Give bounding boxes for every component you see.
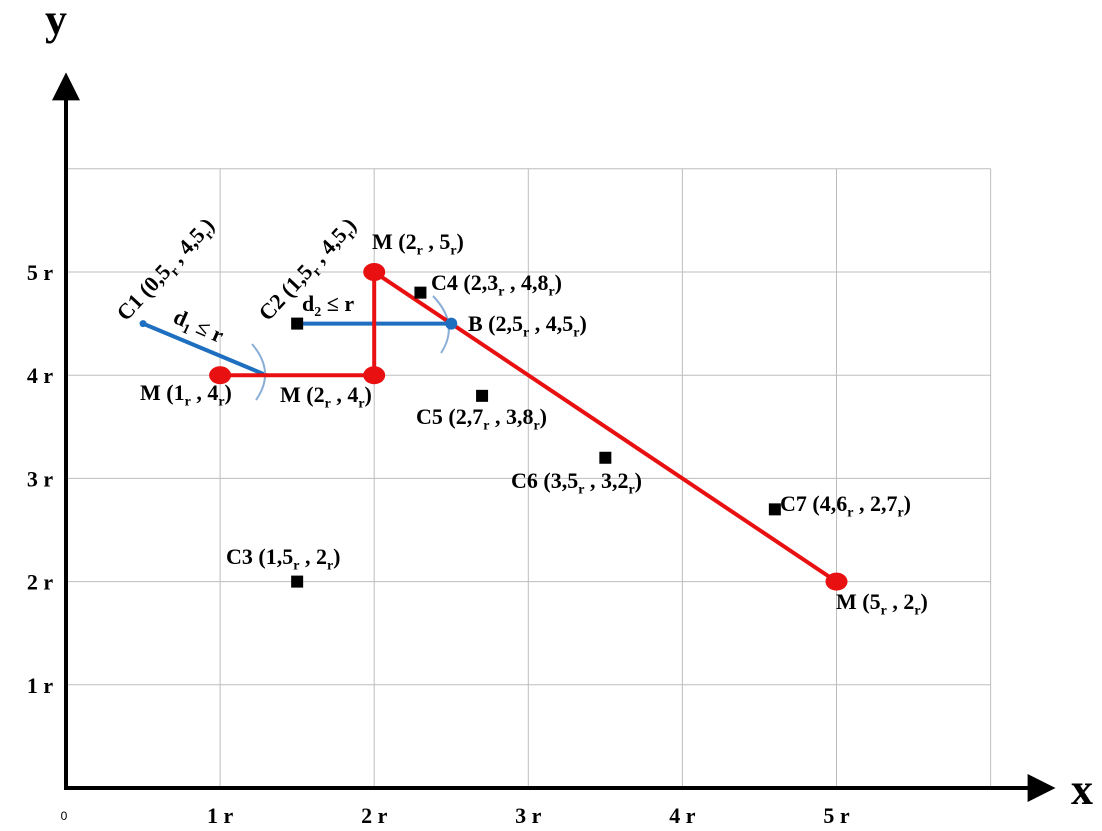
client-markers [139, 286, 781, 588]
mobile-node-label: M (2r , 5r) [372, 229, 464, 259]
client-c1-marker [139, 320, 147, 328]
client-label: C1 (0,5r , 4,5r) [111, 213, 222, 329]
y-axis-title: y [45, 0, 67, 44]
x-tick-label: 3 r [515, 803, 542, 828]
x-tick-label: 2 r [361, 803, 388, 828]
distance-label-2: d2 ≤ r [302, 291, 354, 320]
client-c4-marker [414, 286, 427, 299]
client-c5-marker [476, 389, 489, 402]
point-labels: M (1r , 4r) M (2r , 4r) M (2r , 5r) M (5r ,… [111, 213, 927, 619]
origin-label: 0 [61, 809, 68, 823]
x-axis-title: x [1071, 765, 1093, 814]
x-tick-label: 4 r [669, 803, 696, 828]
client-c3-marker [291, 575, 304, 588]
mobile-node-1 [209, 366, 232, 385]
range-arc-1 [251, 343, 267, 401]
client-label: C7 (4,6r , 2,7r) [780, 491, 911, 521]
y-tick-label: 4 r [27, 363, 54, 388]
y-tick-label: 3 r [27, 466, 54, 491]
mobile-node-label: M (2r , 4r) [280, 382, 372, 412]
y-tick-labels: 1 r 2 r 3 r 4 r 5 r [27, 260, 54, 698]
mobile-node-4 [825, 572, 848, 591]
y-tick-label: 1 r [27, 673, 54, 698]
mobile-node-2 [363, 366, 386, 385]
mobile-node-3 [363, 263, 386, 281]
point-b-label: B (2,5r , 4,5r) [468, 311, 587, 341]
x-tick-labels: 1 r 2 r 3 r 4 r 5 r [207, 803, 850, 828]
route-path [220, 270, 838, 584]
point-b-marker [445, 317, 458, 330]
y-tick-label: 2 r [27, 570, 54, 595]
distance-line-1 [142, 321, 268, 378]
client-label: C4 (2,3r , 4,8r) [431, 270, 562, 300]
client-c7-marker [768, 503, 781, 516]
client-label: C3 (1,5r , 2r) [226, 544, 340, 574]
mobile-node-label: M (1r , 4r) [140, 380, 232, 410]
client-label: C6 (3,5r , 3,2r) [511, 468, 642, 498]
y-tick-label: 5 r [27, 260, 54, 285]
client-label: C5 (2,7r , 3,8r) [416, 404, 547, 434]
route-polyline [220, 270, 838, 584]
client-c6-marker [599, 451, 612, 464]
route-markers [209, 263, 848, 591]
distance-label-1: d1 ≤ r [168, 304, 228, 352]
axes [52, 72, 1056, 802]
x-tick-label: 1 r [207, 803, 234, 828]
mobile-node-label: M (5r , 2r) [836, 589, 928, 619]
grid [66, 168, 992, 788]
x-tick-label: 5 r [823, 803, 850, 828]
client-c2-marker [291, 317, 304, 330]
